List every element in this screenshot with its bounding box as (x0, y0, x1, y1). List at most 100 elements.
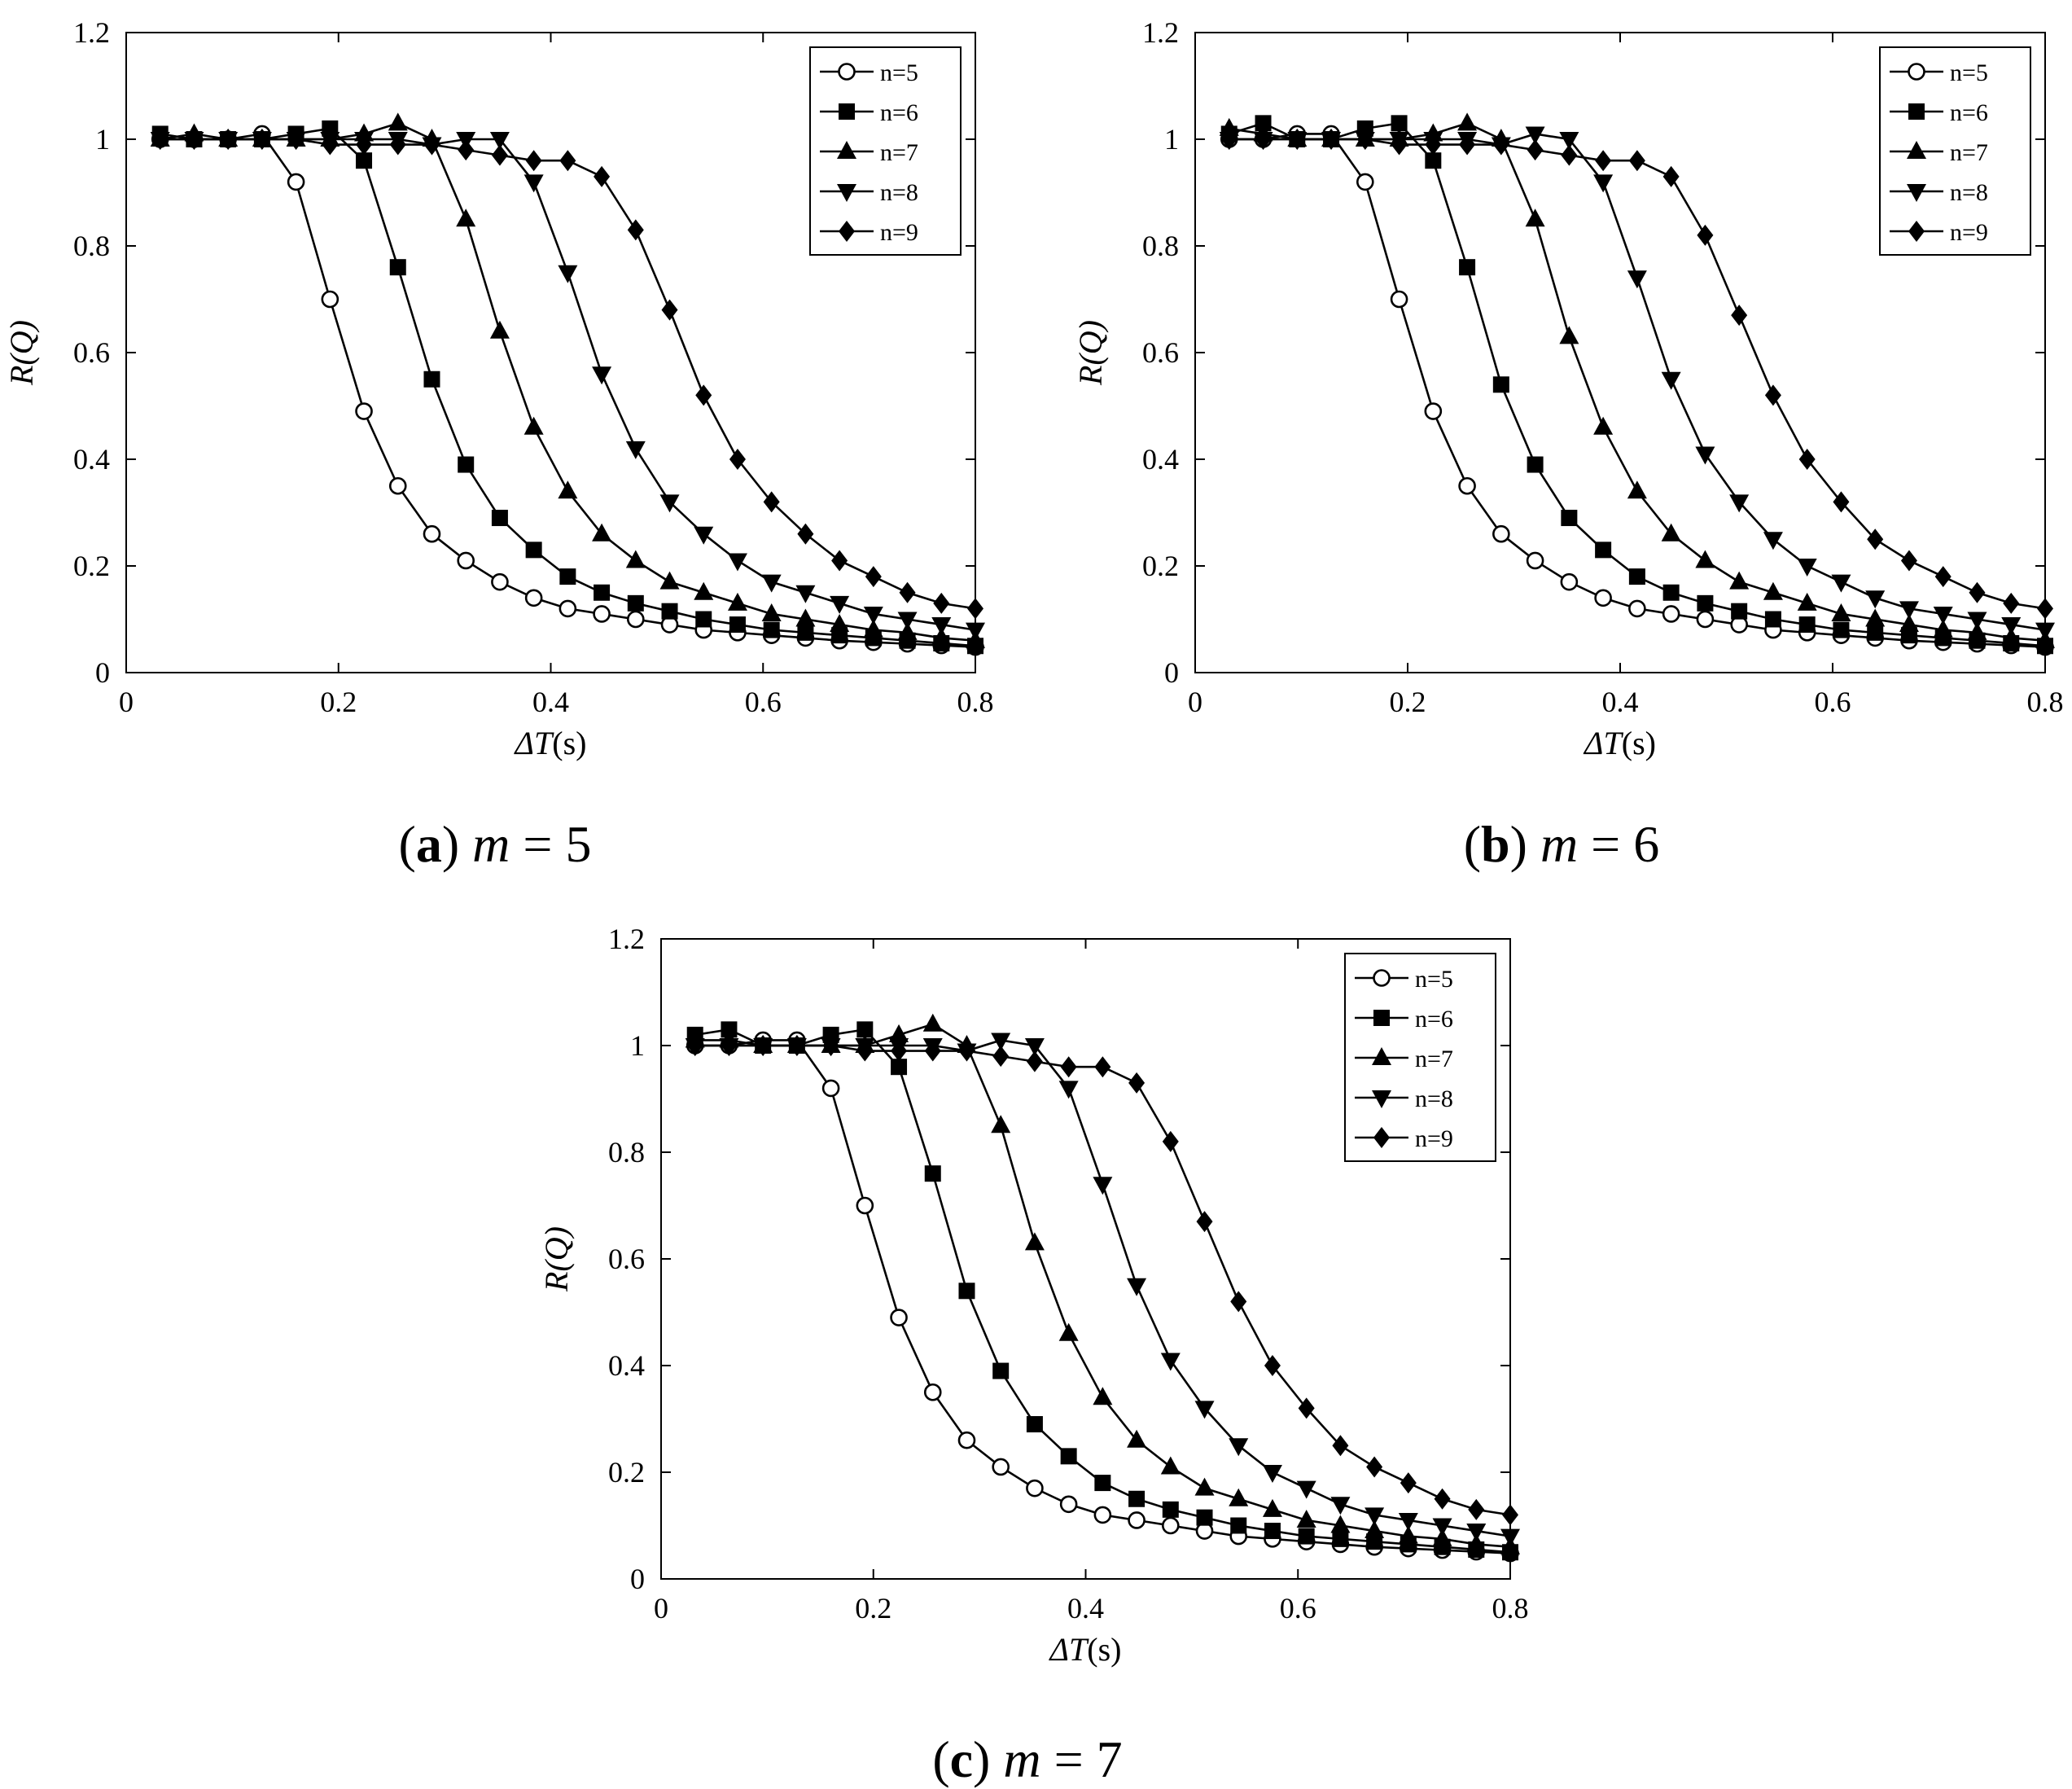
data-point-n=9 (594, 165, 611, 187)
legend-marker (837, 141, 856, 159)
data-point-n=5 (1526, 551, 1544, 570)
y-tick-label: 0 (95, 656, 110, 689)
data-point-n=9 (220, 129, 237, 150)
x-axis-label-unit: (s) (1622, 725, 1656, 761)
y-tick-label: 0.2 (1142, 550, 1179, 582)
legend-label: n=8 (1415, 1085, 1453, 1112)
data-point-n=8 (1058, 1081, 1079, 1099)
data-point-n=5 (1594, 589, 1612, 607)
data-point-n=6 (1798, 616, 1816, 634)
data-point-n=8 (863, 606, 883, 625)
data-point-n=9 (1391, 134, 1408, 156)
y-tick-label: 0.6 (1142, 336, 1179, 369)
data-point-n=8 (1933, 606, 1953, 625)
data-point-n=5 (1424, 402, 1443, 420)
panel-caption-part: b (1481, 815, 1510, 873)
x-axis-label-unit: (s) (552, 725, 586, 761)
data-point-n=8 (966, 622, 985, 641)
data-point-n=7 (1127, 1429, 1147, 1448)
data-point-n=7 (1695, 550, 1715, 568)
data-point-n=8 (1831, 574, 1851, 593)
data-point-n=9 (1492, 134, 1509, 156)
data-point-n=9 (458, 139, 475, 161)
data-point-n=8 (659, 494, 680, 513)
data-point-n=5 (856, 1196, 874, 1215)
data-point-n=9 (1628, 150, 1645, 172)
data-point-n=9 (1798, 449, 1816, 470)
y-tick-label: 1 (95, 123, 110, 156)
data-point-n=9 (287, 129, 304, 150)
data-point-n=7 (1398, 1525, 1418, 1544)
data-point-n=8 (1593, 174, 1614, 193)
legend: n=5 n=6 n=7 n=8 n=9 (1344, 953, 1496, 1162)
legend-label: n=9 (1415, 1125, 1453, 1152)
data-point-n=7 (1160, 1456, 1181, 1475)
data-point-n=9 (763, 491, 780, 513)
data-point-n=7 (1967, 621, 1987, 640)
data-point-n=9 (322, 134, 339, 156)
data-point-n=5 (1662, 605, 1680, 623)
data-point-n=9 (831, 550, 848, 572)
data-point-n=8 (1500, 1528, 1520, 1547)
y-tick-label: 0.2 (73, 550, 110, 582)
data-point-n=5 (524, 589, 543, 607)
y-tick-label: 0.2 (608, 1456, 645, 1489)
data-point-n=5 (1356, 173, 1374, 191)
data-point-n=9 (661, 299, 678, 321)
panel-caption-part: c (950, 1730, 973, 1788)
panel-caption-part: = 5 (510, 815, 591, 873)
legend-label: n=9 (1950, 219, 1988, 246)
legend-marker (1372, 1090, 1391, 1108)
data-point-n=9 (822, 1035, 839, 1056)
data-point-n=7 (1229, 1488, 1249, 1506)
legend-label: n=8 (1950, 179, 1988, 206)
data-point-n=8 (931, 617, 952, 636)
data-point-n=8 (1093, 1177, 1113, 1195)
data-point-n=7 (991, 1115, 1011, 1133)
chart-panel-c: 0 0.2 0.4 0.6 0.8 0 0.2 0.4 0.6 0.8 1 1.2 ΔT(s) R(Q) n… (538, 923, 1529, 1788)
x-tick-label: 0 (1188, 686, 1202, 718)
data-point-n=9 (686, 1035, 703, 1056)
data-point-n=7 (1797, 592, 1817, 611)
data-point-n=9 (1969, 581, 1986, 603)
x-axis-label: ΔT(s) (1049, 1631, 1122, 1668)
data-point-n=6 (1094, 1475, 1111, 1492)
data-point-n=6 (1867, 624, 1884, 641)
data-point-n=8 (1024, 1038, 1045, 1056)
x-tick-label: 0.4 (1602, 686, 1639, 718)
legend-label: n=5 (1415, 966, 1453, 993)
chart-panel-b: 0 0.2 0.4 0.6 0.8 0 0.2 0.4 0.6 0.8 1 1.2 ΔT(s) R(Q) n… (1072, 16, 2064, 873)
x-axis-label-symbol: ΔT (1049, 1631, 1089, 1668)
data-point-n=9 (1731, 305, 1748, 327)
x-axis-label: ΔT(s) (1583, 725, 1656, 761)
panel-caption: (a) m = 5 (399, 815, 592, 873)
data-point-n=9 (253, 129, 270, 150)
data-point-n=7 (694, 581, 714, 600)
y-tick-label: 1.2 (608, 923, 645, 955)
data-point-n=8 (1661, 371, 1681, 390)
data-point-n=9 (788, 1035, 805, 1056)
data-point-n=9 (389, 134, 406, 156)
data-point-n=7 (592, 523, 612, 542)
legend-label: n=5 (880, 59, 918, 86)
data-point-n=6 (491, 510, 508, 527)
data-point-n=9 (695, 384, 712, 406)
y-axis-label: R(Q) (3, 320, 40, 386)
data-point-n=6 (1128, 1490, 1146, 1507)
y-tick-label: 0.4 (73, 443, 110, 476)
data-point-n=6 (627, 594, 644, 612)
x-tick-label: 0.2 (1390, 686, 1426, 718)
data-point-n=5 (957, 1431, 976, 1449)
data-point-n=5 (1492, 524, 1510, 543)
data-point-n=6 (458, 456, 475, 473)
data-point-n=9 (2003, 592, 2020, 614)
data-point-n=6 (559, 568, 576, 585)
y-axis-label: R(Q) (1072, 320, 1109, 386)
data-point-n=8 (1262, 1465, 1282, 1483)
data-point-n=6 (1764, 611, 1781, 628)
y-tick-label: 0.6 (608, 1243, 645, 1275)
y-tick-label: 0.4 (1142, 443, 1179, 476)
x-axis-label: ΔT(s) (514, 725, 587, 761)
data-point-n=9 (1697, 224, 1714, 246)
data-point-n=9 (1833, 491, 1850, 513)
